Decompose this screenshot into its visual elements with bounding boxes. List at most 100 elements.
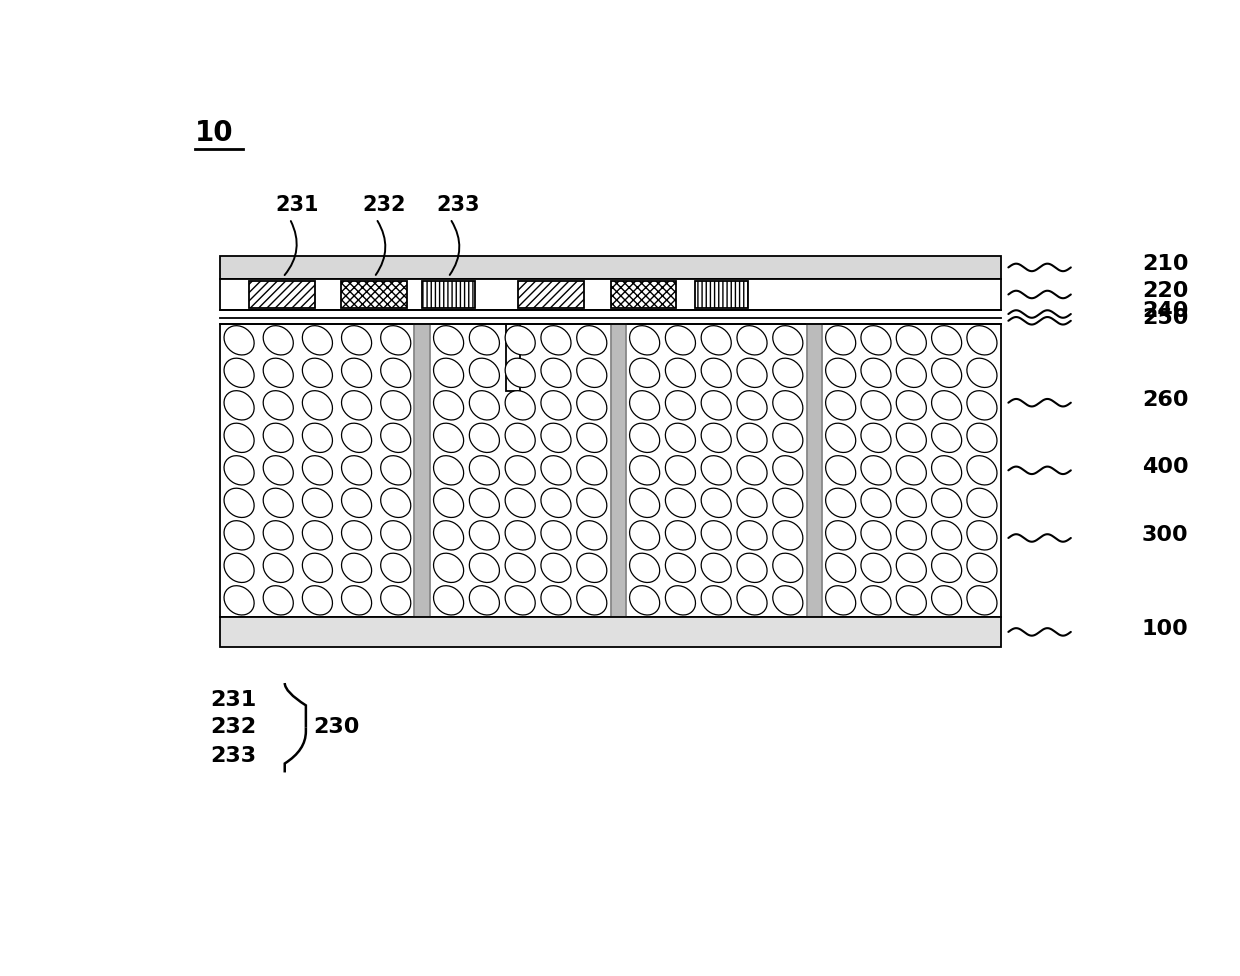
Ellipse shape xyxy=(434,390,464,420)
Ellipse shape xyxy=(341,521,372,550)
FancyBboxPatch shape xyxy=(221,256,1001,279)
Ellipse shape xyxy=(737,553,768,583)
Ellipse shape xyxy=(666,488,696,517)
Ellipse shape xyxy=(263,553,294,583)
Ellipse shape xyxy=(701,358,732,387)
Ellipse shape xyxy=(341,488,372,517)
FancyBboxPatch shape xyxy=(221,617,1001,647)
Ellipse shape xyxy=(505,326,536,355)
FancyBboxPatch shape xyxy=(696,281,748,308)
Ellipse shape xyxy=(773,553,802,583)
Ellipse shape xyxy=(505,488,536,517)
Ellipse shape xyxy=(897,326,926,355)
FancyBboxPatch shape xyxy=(249,281,315,308)
Ellipse shape xyxy=(701,456,732,485)
Ellipse shape xyxy=(931,326,962,355)
Ellipse shape xyxy=(541,326,572,355)
Ellipse shape xyxy=(897,521,926,550)
Ellipse shape xyxy=(505,586,536,615)
Ellipse shape xyxy=(666,358,696,387)
Ellipse shape xyxy=(434,586,464,615)
FancyBboxPatch shape xyxy=(422,281,475,308)
Ellipse shape xyxy=(666,586,696,615)
Ellipse shape xyxy=(224,326,254,355)
Ellipse shape xyxy=(577,456,606,485)
Ellipse shape xyxy=(577,586,606,615)
Ellipse shape xyxy=(701,586,732,615)
FancyBboxPatch shape xyxy=(221,279,1001,310)
Ellipse shape xyxy=(505,358,536,387)
Ellipse shape xyxy=(577,326,606,355)
Ellipse shape xyxy=(967,521,997,550)
Ellipse shape xyxy=(469,424,500,453)
Ellipse shape xyxy=(434,553,464,583)
Ellipse shape xyxy=(666,456,696,485)
Ellipse shape xyxy=(737,424,768,453)
Ellipse shape xyxy=(826,488,856,517)
Ellipse shape xyxy=(897,358,926,387)
Ellipse shape xyxy=(434,488,464,517)
Ellipse shape xyxy=(931,553,962,583)
Ellipse shape xyxy=(224,390,254,420)
Text: 400: 400 xyxy=(1142,458,1189,477)
Ellipse shape xyxy=(541,358,572,387)
Ellipse shape xyxy=(897,553,926,583)
Ellipse shape xyxy=(897,488,926,517)
Ellipse shape xyxy=(897,390,926,420)
Ellipse shape xyxy=(737,390,768,420)
Ellipse shape xyxy=(967,424,997,453)
Ellipse shape xyxy=(773,390,802,420)
Ellipse shape xyxy=(967,390,997,420)
Ellipse shape xyxy=(381,553,410,583)
Ellipse shape xyxy=(630,586,660,615)
Ellipse shape xyxy=(861,456,892,485)
Ellipse shape xyxy=(341,553,372,583)
Ellipse shape xyxy=(737,586,768,615)
Ellipse shape xyxy=(224,456,254,485)
Ellipse shape xyxy=(541,586,572,615)
Ellipse shape xyxy=(701,326,732,355)
Ellipse shape xyxy=(861,488,892,517)
Ellipse shape xyxy=(967,326,997,355)
Ellipse shape xyxy=(773,488,802,517)
Ellipse shape xyxy=(541,521,572,550)
Ellipse shape xyxy=(263,424,294,453)
Ellipse shape xyxy=(224,358,254,387)
Ellipse shape xyxy=(263,390,294,420)
Ellipse shape xyxy=(666,521,696,550)
Ellipse shape xyxy=(263,456,294,485)
Text: 231: 231 xyxy=(211,690,257,710)
Ellipse shape xyxy=(303,358,332,387)
Ellipse shape xyxy=(701,553,732,583)
Ellipse shape xyxy=(381,521,410,550)
Ellipse shape xyxy=(224,424,254,453)
Ellipse shape xyxy=(897,586,926,615)
Ellipse shape xyxy=(701,390,732,420)
Ellipse shape xyxy=(577,553,606,583)
Text: 100: 100 xyxy=(1142,619,1189,639)
Ellipse shape xyxy=(826,390,856,420)
Ellipse shape xyxy=(897,456,926,485)
Ellipse shape xyxy=(303,521,332,550)
Ellipse shape xyxy=(737,326,768,355)
Ellipse shape xyxy=(303,390,332,420)
Ellipse shape xyxy=(434,424,464,453)
Ellipse shape xyxy=(505,456,536,485)
Ellipse shape xyxy=(826,521,856,550)
Ellipse shape xyxy=(931,390,962,420)
Ellipse shape xyxy=(434,521,464,550)
Ellipse shape xyxy=(263,358,294,387)
Ellipse shape xyxy=(469,488,500,517)
Ellipse shape xyxy=(224,553,254,583)
Ellipse shape xyxy=(341,390,372,420)
Text: 233: 233 xyxy=(436,195,480,215)
Ellipse shape xyxy=(434,456,464,485)
Text: 233: 233 xyxy=(211,746,257,766)
Ellipse shape xyxy=(931,521,962,550)
Ellipse shape xyxy=(737,358,768,387)
FancyBboxPatch shape xyxy=(518,281,584,308)
Ellipse shape xyxy=(263,326,294,355)
Ellipse shape xyxy=(826,586,856,615)
Ellipse shape xyxy=(826,553,856,583)
Ellipse shape xyxy=(773,358,802,387)
